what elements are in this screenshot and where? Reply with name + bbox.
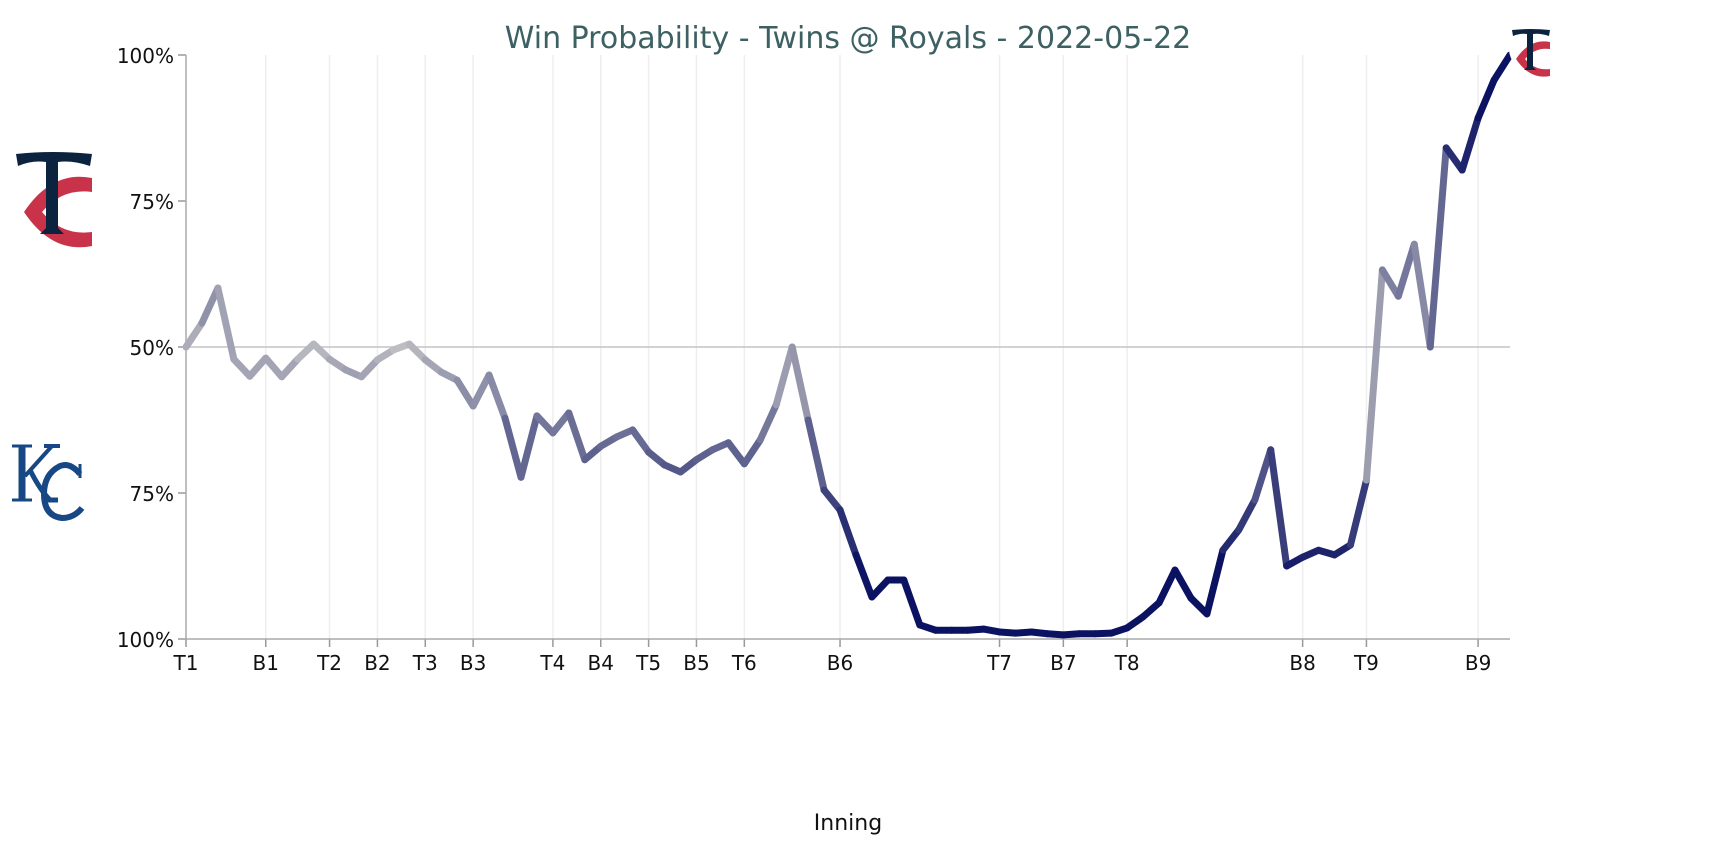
axes: T1 B1 T2 B2 T3 B3 T4 B4 T5 B5 T6 B6 T7 B7 T8 B8 T9 B9 100%… [117, 44, 1510, 675]
line-segment [246, 354, 270, 380]
line-segment [549, 409, 573, 437]
line-segment [788, 343, 812, 424]
chart-title: Win Probability - Twins @ Royals - 2022-… [505, 21, 1192, 56]
line-segment [820, 486, 844, 514]
line-segment [1219, 526, 1243, 554]
line-segment [198, 284, 222, 327]
line-segment [1362, 266, 1386, 484]
line-segment [1474, 76, 1498, 122]
line-segment [852, 551, 876, 601]
y-tick-label: 50% [130, 336, 174, 360]
line-segment [836, 506, 860, 559]
line-segment [756, 401, 780, 444]
line-segment [517, 412, 541, 481]
line-segment [1251, 446, 1275, 504]
x-tick-label: B7 [1050, 651, 1076, 675]
x-tick-label: B6 [827, 651, 853, 675]
line-segment [294, 340, 318, 363]
line-segment [1203, 546, 1227, 618]
line-segment [1235, 496, 1259, 534]
line-segment [1155, 566, 1179, 607]
line-segment [1394, 240, 1418, 300]
line-segment [629, 426, 653, 456]
line-segment [1267, 446, 1291, 570]
line-segment [533, 412, 557, 437]
line-segment [405, 340, 429, 364]
series-line [182, 51, 1514, 639]
x-tick-label: B8 [1289, 651, 1315, 675]
line-segment [1346, 476, 1370, 549]
y-tick-label: 100% [117, 628, 174, 652]
line-segment [740, 436, 764, 468]
line-segment [868, 576, 892, 601]
line-segment [900, 576, 924, 629]
x-tick-label: T9 [1353, 651, 1379, 675]
x-tick-label: T8 [1114, 651, 1140, 675]
x-tick-label: T1 [173, 651, 199, 675]
x-tick-label: T6 [731, 651, 757, 675]
x-tick-label: B1 [253, 651, 279, 675]
line-segment [1171, 566, 1195, 602]
x-tick-label: B5 [683, 651, 709, 675]
line-segment [1426, 144, 1450, 351]
line-segment [230, 355, 254, 380]
line-segment [1442, 144, 1466, 174]
x-axis-label: Inning [814, 811, 882, 836]
x-tick-label: T5 [635, 651, 661, 675]
line-segment [1458, 114, 1482, 174]
x-tick-label: B4 [588, 651, 614, 675]
line-segment [1378, 266, 1402, 300]
twins-logo-left [16, 152, 92, 248]
y-tick-label: 100% [117, 44, 174, 68]
x-tick-label: T7 [986, 651, 1012, 675]
line-segment [469, 371, 493, 410]
line-segment [1139, 599, 1163, 621]
line-segment [182, 319, 206, 351]
grid [186, 55, 1510, 639]
line-segment [565, 409, 589, 464]
line-segment [278, 355, 302, 381]
line-segment [1490, 51, 1514, 84]
y-tick-label: 75% [130, 482, 174, 506]
x-tick-label: B2 [364, 651, 390, 675]
line-segment [772, 343, 796, 409]
line-segment [310, 340, 334, 363]
x-tick-label: T2 [316, 651, 342, 675]
x-tick-label: T3 [412, 651, 438, 675]
royals-logo [12, 444, 85, 522]
line-segment [214, 284, 238, 363]
x-tick-label: B9 [1465, 651, 1491, 675]
x-tick-label: T4 [539, 651, 565, 675]
line-segment [485, 371, 509, 422]
line-segment [724, 439, 748, 468]
x-tick-label: B3 [460, 651, 486, 675]
line-segment [453, 376, 477, 410]
line-segment [357, 356, 381, 381]
twins-logo-end [1509, 27, 1553, 77]
line-segment [262, 354, 286, 381]
line-segment [1410, 240, 1434, 351]
y-tick-label: 75% [130, 190, 174, 214]
line-segment [501, 414, 525, 481]
line-segment [804, 416, 828, 494]
